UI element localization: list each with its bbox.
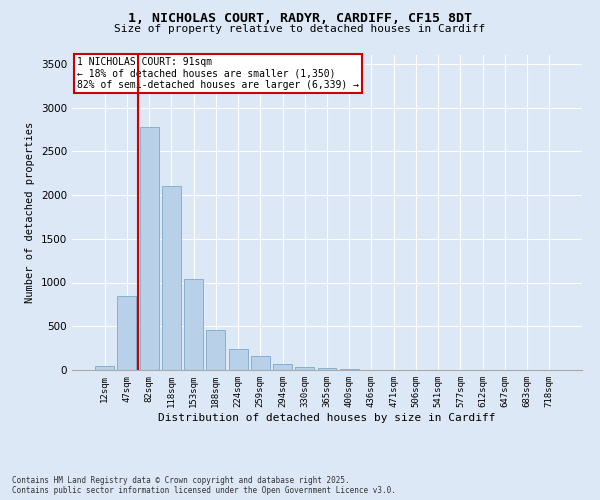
X-axis label: Distribution of detached houses by size in Cardiff: Distribution of detached houses by size … [158, 412, 496, 422]
Bar [184, 279, 203, 370]
Bar [95, 366, 114, 370]
Bar [340, 369, 359, 370]
Bar [162, 186, 181, 370]
Text: Size of property relative to detached houses in Cardiff: Size of property relative to detached ho… [115, 24, 485, 34]
Text: 1, NICHOLAS COURT, RADYR, CARDIFF, CF15 8DT: 1, NICHOLAS COURT, RADYR, CARDIFF, CF15 … [128, 12, 472, 26]
Bar [229, 348, 248, 370]
Bar [317, 368, 337, 370]
Bar [140, 126, 158, 370]
Text: Contains HM Land Registry data © Crown copyright and database right 2025.
Contai: Contains HM Land Registry data © Crown c… [12, 476, 396, 495]
Bar [206, 330, 225, 370]
Y-axis label: Number of detached properties: Number of detached properties [25, 122, 35, 303]
Bar [118, 296, 136, 370]
Bar [273, 364, 292, 370]
Bar [251, 356, 270, 370]
Text: 1 NICHOLAS COURT: 91sqm
← 18% of detached houses are smaller (1,350)
82% of semi: 1 NICHOLAS COURT: 91sqm ← 18% of detache… [77, 56, 359, 90]
Bar [295, 366, 314, 370]
